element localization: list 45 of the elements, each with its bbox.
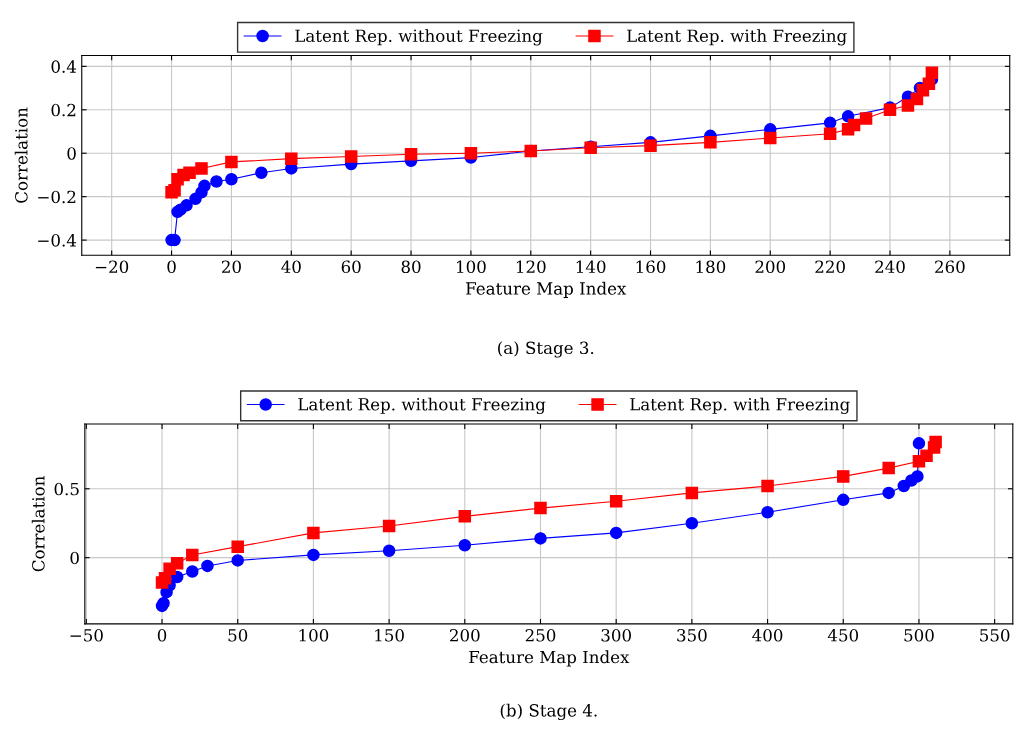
x-tick-label: 160: [636, 260, 666, 274]
text: (a) Stage 3.: [498, 341, 594, 358]
legend-label: Latent Rep. with Freezing: [630, 397, 850, 415]
x-axis-title: Feature Map Index: [466, 281, 627, 298]
y-tick-label: −0.2: [38, 190, 76, 204]
x-tick-label: 250: [525, 628, 556, 642]
x-tick-label: 150: [375, 628, 404, 642]
x-tick-label: 450: [827, 628, 859, 642]
x-tick-label: 100: [457, 260, 486, 274]
y-tick-label: −0.4: [38, 234, 77, 247]
x-tick-label: 400: [752, 628, 783, 642]
x-tick-label: 500: [904, 628, 934, 642]
x-axis-title: Feature Map Index: [469, 650, 630, 667]
x-tick-label: 20: [221, 260, 241, 274]
x-tick-label: 0: [167, 260, 176, 274]
x-tick-label: −50: [70, 628, 103, 642]
y-tick-label: 0.4: [51, 60, 77, 73]
x-tick-label: 350: [677, 628, 707, 642]
x-tick-label: 140: [576, 260, 606, 274]
x-tick-label: 300: [601, 628, 631, 642]
y-tick-label: 0: [67, 147, 76, 160]
legend-label: Latent Rep. with Freezing: [627, 29, 847, 46]
x-tick-label: 60: [341, 260, 361, 274]
x-tick-label: 240: [875, 260, 905, 274]
x-tick-label: 200: [450, 628, 480, 642]
x-tick-label: 200: [755, 260, 786, 274]
y-tick-label: 0.5: [54, 482, 79, 496]
legend-label: Latent Rep. without Freezing: [295, 29, 543, 46]
x-tick-label: 260: [935, 260, 965, 274]
text: (b) Stage 4.: [500, 703, 597, 721]
y-tick-label: 0.2: [51, 103, 76, 117]
y-axis-title: Correlation: [31, 476, 45, 572]
legend-label: Latent Rep. without Freezing: [298, 397, 546, 415]
x-tick-label: 180: [696, 260, 726, 274]
x-tick-label: 80: [401, 260, 421, 274]
x-tick-label: 0: [157, 628, 167, 642]
x-tick-label: 120: [516, 260, 546, 274]
x-tick-label: 220: [815, 260, 845, 274]
x-tick-label: 50: [228, 628, 248, 642]
y-axis-title: Correlation: [14, 107, 28, 203]
x-tick-label: 40: [281, 260, 301, 274]
x-tick-label: −20: [95, 260, 129, 274]
x-tick-label: 550: [980, 628, 1010, 642]
x-tick-label: 100: [299, 628, 329, 642]
y-tick-label: 0: [70, 551, 79, 565]
